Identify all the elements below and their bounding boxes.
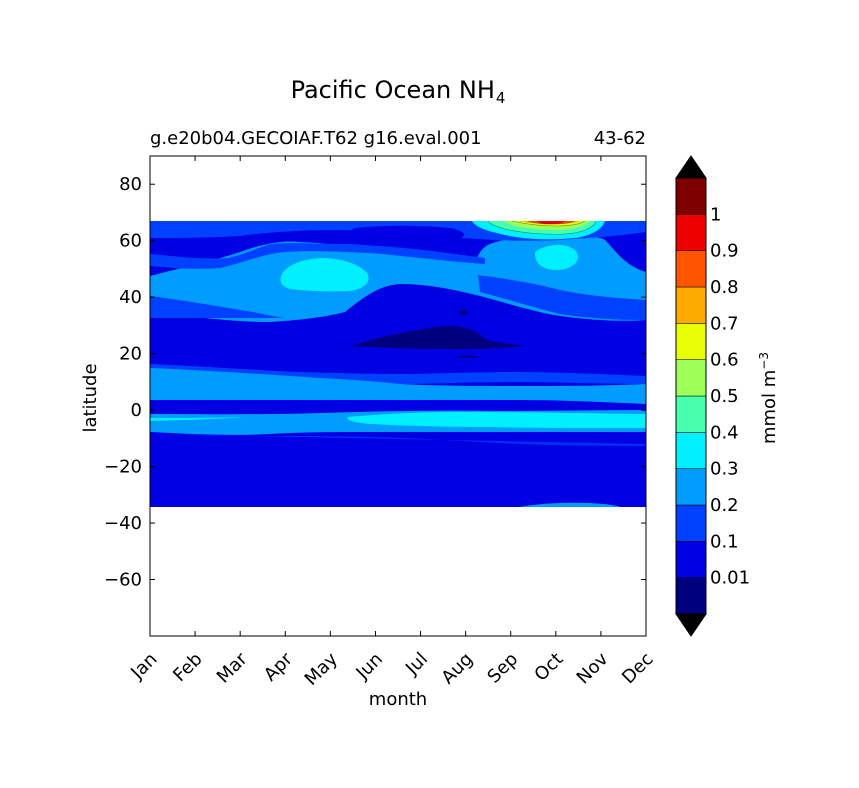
colorbar-label: mmol m−3 [757,352,780,444]
chart-subtitle-run: g.e20b04.GECOIAF.T62 g16.eval.001 [150,128,482,149]
contour-0.01-tropical-minimum [350,325,525,349]
colorbar-tick-label: 0.8 [710,277,739,298]
colorbar-tick-label: 0.5 [710,386,739,407]
colorbar-extend-max [675,155,707,179]
colorbar-tick-label: 0.3 [710,459,739,480]
colorbar-segment [675,432,707,469]
y-tick-label: 40 [119,287,142,308]
y-tick-label: 80 [119,174,142,195]
y-tick-label: −40 [104,513,142,534]
chart-subtitle-years: 43-62 [593,128,646,149]
contour-line [511,221,586,227]
colorbar-tick-label: 0.2 [710,495,739,516]
y-axis-label: latitude [80,363,101,432]
x-tick-label: Dec [618,649,657,688]
x-tick-label: Feb [169,649,206,686]
contour-high-nh4-patch [472,221,605,240]
colorbar-segment [675,286,707,324]
colorbar-segment [675,504,707,542]
x-tick-label: Mar [213,648,252,687]
colorbar-tick-label: 0.9 [710,241,739,262]
colorbar-tick-label: 0.1 [710,531,739,552]
contour-0.3-jan-sliver [150,417,245,421]
colorbar-tick-label: 0.4 [710,422,739,443]
colorbar-tick-label: 1 [710,204,721,225]
x-tick-label: Jul [401,649,432,680]
x-tick-label: Nov [573,648,613,688]
colorbar-tick-label: 0.6 [710,350,739,371]
contour-0.01-minimum-dot [459,310,468,316]
contour-0.1-lower-mid [150,296,285,318]
colorbar-segment [675,214,707,251]
x-tick-label: Apr [260,648,297,685]
x-tick-label: May [301,648,342,689]
contour-0.01-top-pocket [350,225,465,244]
colorbar-label-superscript: −3 [757,352,771,370]
colorbar-tick-label: 0.7 [710,313,739,334]
contour-0.9-high-patch [536,221,566,224]
colorbar-segment [675,577,707,615]
colorbar-segment [675,359,707,397]
y-tick-label: −20 [104,457,142,478]
contour-0.3-south-equatorial-band [347,412,646,428]
contour-lines [487,221,597,235]
contour-line [527,221,575,225]
contour-line [487,221,597,235]
chart-title: Pacific Ocean NH4 [150,76,646,107]
contour-0.1-ridge-1 [150,243,485,269]
colorbar-segment [675,323,707,360]
plot-frame [149,155,647,637]
contour-0.3-north-pacific [280,258,369,292]
contour-0.2-south-edge [520,502,620,507]
contour-0.3-oct-lobe [534,244,578,271]
colorbar-extend-min [675,613,707,637]
y-tick-label: 0 [131,400,142,421]
x-tick-label: Aug [437,649,477,689]
x-tick-label: Oct [530,649,567,686]
contour-0.2-equatorial [150,368,646,404]
y-axis: 80 60 40 20 0 −20 −40 −60 [104,174,646,591]
contour-0.1-tropics-ridge [150,364,646,384]
chart-title-subscript: 4 [495,89,506,107]
contour-0.1-south-boundary [150,434,646,446]
plot-area: 80 60 40 20 0 −20 −40 −60 Jan Feb Mar Apr May Jun Jul… [80,155,658,710]
contour-field [150,221,646,507]
contour-0.1-upper-right [478,275,646,320]
x-axis-label: month [369,689,427,710]
colorbar: 0.01 0.1 0.2 0.3 0.4 0.5 0.6 0.7 0.8 0.9 1 [675,155,750,637]
x-tick-label: Sep [483,649,522,688]
contour-0.01-minimum-tail [455,355,480,358]
x-tick-label: Jun [352,649,387,684]
y-tick-label: 20 [119,344,142,365]
colorbar-segment [675,541,707,578]
colorbar-tick-label: 0.01 [710,568,750,589]
x-tick-label: Jan [126,649,161,684]
colorbar-segment [675,250,707,288]
y-tick-label: 60 [119,231,142,252]
colorbar-segment [675,395,707,433]
y-tick-label: −60 [104,570,142,591]
colorbar-segment [675,177,707,215]
chart-title-text: Pacific Ocean NH [290,76,495,104]
colorbar-segment [675,468,707,506]
colorbar-frame [675,177,707,615]
colorbar-label-text: mmol m [759,370,780,444]
